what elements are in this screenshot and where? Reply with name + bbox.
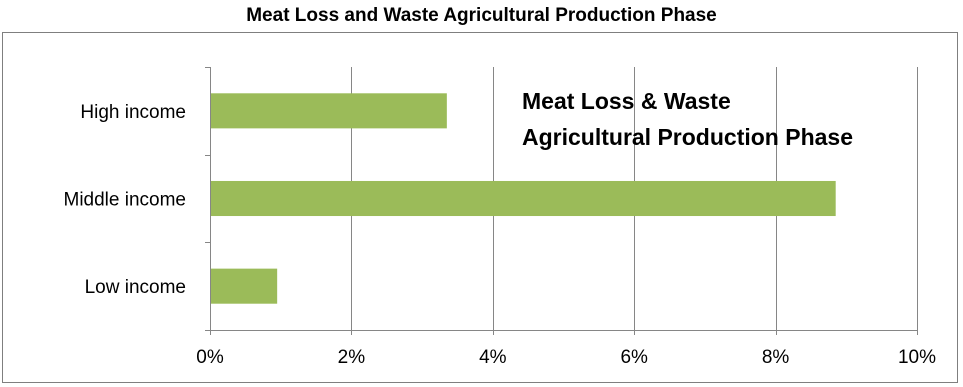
annotation-line-1: Meat Loss & Waste	[522, 88, 731, 114]
bar-low-income	[210, 268, 278, 304]
x-tick-label: 8%	[762, 347, 790, 368]
category-label: Low income	[85, 277, 186, 298]
bar-layer	[210, 93, 836, 304]
x-tick-label: 6%	[620, 347, 648, 368]
x-tick-label: 10%	[898, 347, 936, 368]
bar-middle-income	[210, 180, 836, 217]
label-layer: 0% 2% 4% 6% 8% 10% High income Middle income Low…	[64, 102, 937, 368]
category-label: High income	[80, 102, 186, 123]
axis-layer	[205, 67, 918, 335]
x-tick-label: 4%	[479, 347, 507, 368]
x-tick-label: 2%	[338, 347, 366, 368]
x-tick-label: 0%	[196, 347, 224, 368]
category-label: Middle income	[64, 190, 187, 211]
chart-title: Meat Loss and Waste Agricultural Product…	[246, 5, 717, 26]
bar-high-income	[210, 93, 447, 129]
annotation-line-2: Agricultural Production Phase	[522, 124, 853, 150]
